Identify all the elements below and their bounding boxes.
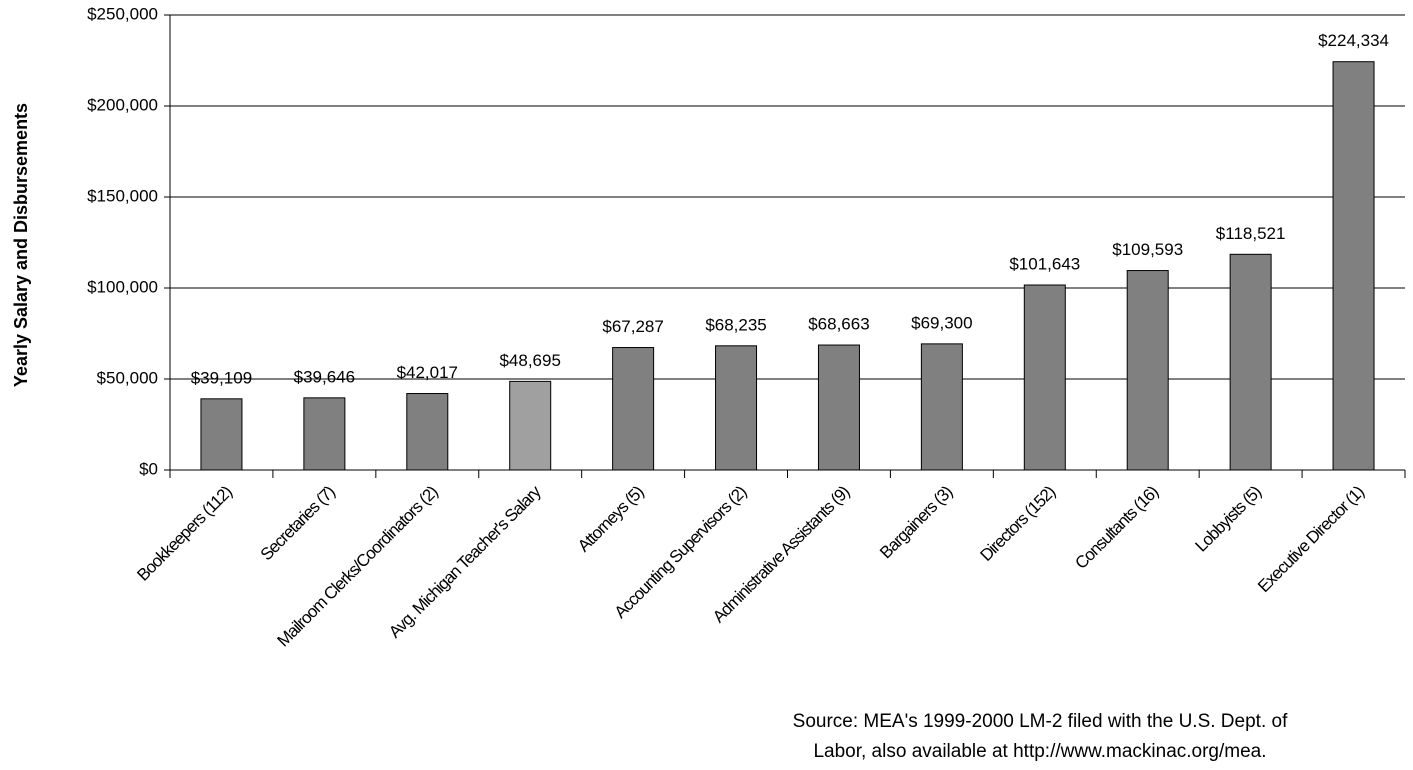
y-tick-label: $100,000	[87, 277, 158, 296]
bar	[1229, 253, 1272, 471]
value-label: $69,300	[911, 313, 972, 332]
y-tick-label: $200,000	[87, 95, 158, 114]
source-note: Source: MEA's 1999-2000 LM-2 filed with …	[793, 711, 1288, 732]
y-tick-label: $50,000	[97, 368, 158, 387]
x-tick-label: Executive Director (1)	[1254, 482, 1368, 596]
bar	[920, 343, 963, 471]
value-label: $109,593	[1112, 240, 1183, 259]
bar	[303, 397, 346, 471]
x-tick-label: Lobbyists (5)	[1192, 482, 1265, 555]
source-note: Labor, also available at http://www.mack…	[813, 741, 1266, 762]
value-label: $39,109	[191, 368, 252, 387]
value-label: $48,695	[499, 351, 560, 370]
y-tick-label: $150,000	[87, 186, 158, 205]
value-label: $68,663	[808, 315, 869, 334]
bar	[1023, 284, 1066, 471]
bar	[715, 345, 758, 471]
bar	[817, 344, 860, 471]
y-axis-label: Yearly Salary and Disbursements	[11, 103, 31, 387]
x-tick-label: Consultants (16)	[1071, 482, 1162, 573]
bar	[1126, 270, 1169, 471]
value-label: $42,017	[397, 363, 458, 382]
value-label: $101,643	[1009, 254, 1080, 273]
x-tick-label: Directors (152)	[976, 482, 1059, 565]
bar	[200, 398, 243, 471]
y-tick-label: $0	[139, 459, 158, 478]
value-label: $68,235	[705, 315, 766, 334]
value-label: $118,521	[1216, 224, 1286, 243]
bar	[406, 393, 449, 471]
x-tick-label: Bargainers (3)	[876, 482, 956, 562]
value-label: $39,646	[294, 367, 355, 386]
bar	[509, 380, 552, 471]
x-tick-label: Secretaries (7)	[257, 482, 339, 564]
bar	[1332, 61, 1375, 471]
x-tick-label: Attorneys (5)	[574, 482, 647, 555]
value-label: $224,334	[1318, 31, 1389, 50]
value-label: $67,287	[602, 317, 663, 336]
bar	[612, 347, 655, 471]
y-tick-label: $250,000	[87, 4, 158, 23]
x-tick-label: Bookkeepers (112)	[133, 482, 235, 584]
